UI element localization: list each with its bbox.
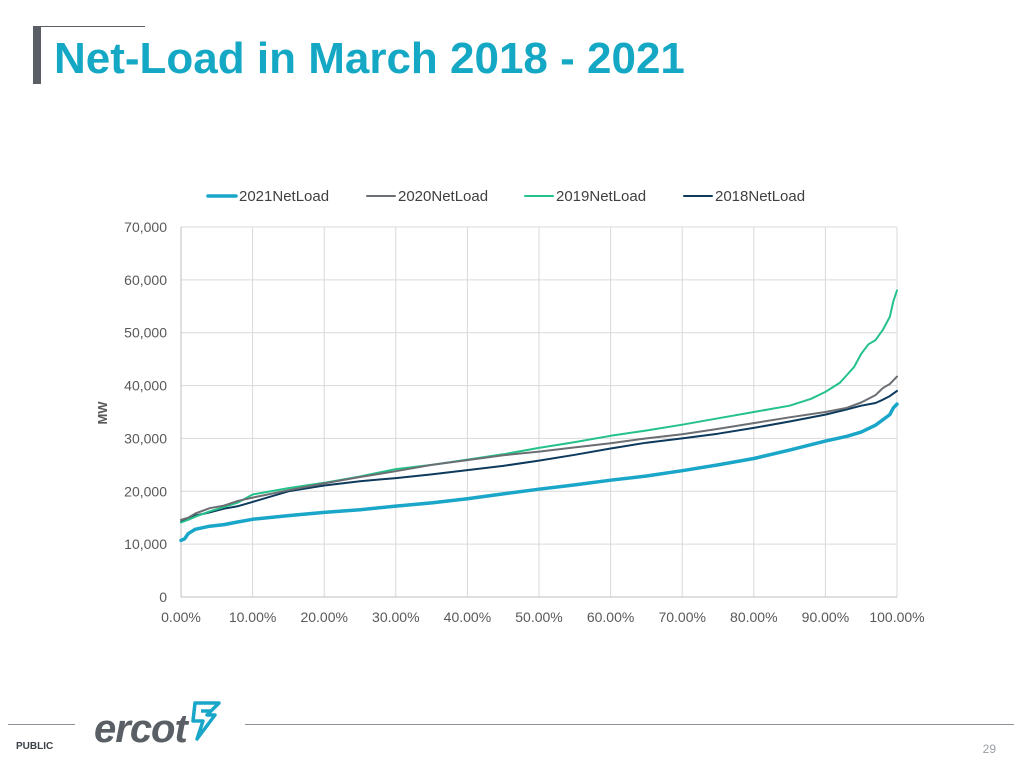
chart-axes bbox=[180, 227, 897, 598]
public-classification-label: PUBLIC bbox=[16, 741, 54, 752]
chart-series bbox=[179, 289, 899, 543]
x-tick-label: 90.00% bbox=[802, 609, 849, 625]
x-tick-label: 100.00% bbox=[869, 609, 924, 625]
slide-title: Net-Load in March 2018 - 2021 bbox=[54, 34, 685, 83]
x-tick-label: 30.00% bbox=[372, 609, 419, 625]
chart-gridlines bbox=[181, 226, 898, 597]
logo-text: ercot bbox=[94, 707, 188, 751]
y-tick-label: 50,000 bbox=[124, 325, 167, 341]
legend-label: 2021NetLoad bbox=[239, 188, 329, 205]
lightning-bolt-icon bbox=[191, 699, 223, 748]
legend-label: 2019NetLoad bbox=[556, 188, 646, 205]
series-line-2021NetLoad bbox=[179, 402, 899, 543]
x-tick-label: 80.00% bbox=[730, 609, 777, 625]
y-tick-label: 20,000 bbox=[124, 483, 167, 499]
x-tick-label: 10.00% bbox=[229, 609, 276, 625]
y-tick-label: 70,000 bbox=[124, 219, 167, 235]
x-tick-label: 40.00% bbox=[444, 609, 491, 625]
y-tick-label: 60,000 bbox=[124, 272, 167, 288]
series-line-2020NetLoad bbox=[180, 375, 898, 521]
page-number: 29 bbox=[982, 742, 996, 756]
footer-rule-right bbox=[245, 724, 1014, 725]
x-tick-label: 0.00% bbox=[161, 609, 201, 625]
y-tick-label: 40,000 bbox=[124, 378, 167, 394]
footer-rule-left bbox=[8, 724, 75, 725]
x-tick-label: 50.00% bbox=[515, 609, 562, 625]
y-tick-label: 0 bbox=[159, 589, 167, 605]
title-top-rule bbox=[33, 26, 145, 27]
chart-tick-labels: 0 10,000 20,000 30,000 40,000 50,000 60,000 70,… bbox=[124, 219, 924, 625]
net-load-chart: 0 10,000 20,000 30,000 40,000 50,000 60,000 70,… bbox=[95, 188, 925, 625]
x-tick-label: 60.00% bbox=[587, 609, 634, 625]
series-line-2018NetLoad bbox=[180, 389, 898, 523]
y-axis-label: MW bbox=[95, 401, 110, 425]
x-tick-label: 20.00% bbox=[300, 609, 347, 625]
x-tick-label: 70.00% bbox=[658, 609, 705, 625]
ercot-logo: ercot bbox=[94, 699, 223, 750]
legend-label: 2020NetLoad bbox=[398, 188, 488, 205]
title-accent-bar bbox=[33, 26, 41, 84]
legend-label: 2018NetLoad bbox=[715, 188, 805, 205]
y-tick-label: 30,000 bbox=[124, 430, 167, 446]
chart-legend: 2021NetLoad 2020NetLoad 2019NetLoad 2018Net… bbox=[206, 188, 805, 205]
y-tick-label: 10,000 bbox=[124, 536, 167, 552]
